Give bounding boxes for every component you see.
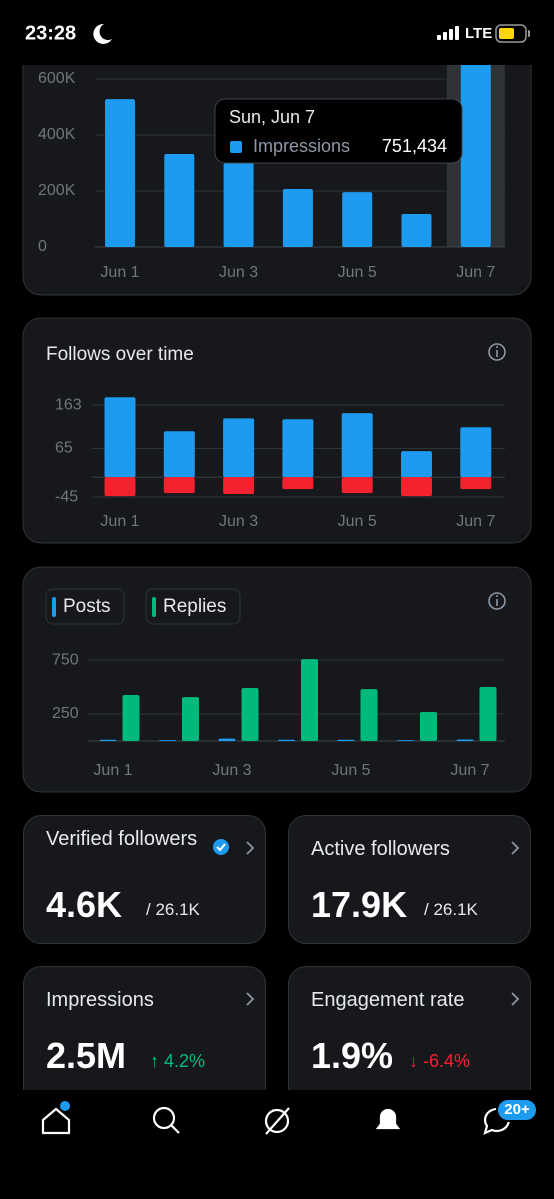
info-icon[interactable] [488,343,506,361]
chart-title: Follows over time [46,344,194,365]
verified-badge [213,839,229,855]
stat-value: 17.9K [311,884,408,925]
chevron [511,992,520,1006]
stat-title: Verified followers [46,828,198,850]
tooltip-value: 751,434 [382,136,447,156]
bar [342,192,373,247]
bar [223,477,255,494]
bar [218,738,236,741]
bar [456,739,474,741]
x-tick-label: Jun 7 [456,264,495,281]
bar [282,189,313,247]
chart: -45 65 163 Jun 1 Jun 3 Jun 5 Jun 7 [55,396,505,530]
y-tick-label: 400K [38,126,76,143]
bar [223,418,255,478]
x-tick-label: Jun 5 [331,762,370,779]
x-tick-label: Jun 5 [338,264,377,281]
tooltip: Sun, Jun 7 Impressions 751,434 [214,98,463,164]
bar [241,687,259,741]
x-tick-label: Jun 1 [100,513,139,530]
legend-label: Posts [63,596,111,617]
bar [401,451,432,478]
y-tick-label: 600K [38,70,76,87]
bar [278,739,295,741]
stat-title: Active followers [311,838,450,860]
stat-card[interactable]: Verified followers 4.6K / 26.1K [23,815,266,944]
stat-card[interactable]: Active followers 17.9K / 26.1K [288,815,531,944]
tooltip-title: Sun, Jun 7 [229,107,315,127]
bar [223,163,254,247]
bar [360,689,378,741]
bar [122,695,140,741]
stat-change: ↓ -6.4% [409,1051,471,1071]
stat-card[interactable]: Engagement rate 1.9% ↓ -6.4% [288,966,531,1106]
chart: 250 750 Jun 1 Jun 3 Jun 5 Jun 7 [52,651,505,779]
stat-title: Impressions [46,989,154,1011]
bar [99,739,117,741]
bar [341,413,373,478]
y-tick-label: 0 [38,238,47,255]
chevron [511,841,520,855]
legend-label: Replies [163,596,226,617]
stat-total: / 26.1K [146,900,200,919]
stat-value: 4.6K [46,884,123,925]
bar [282,419,314,478]
bar [460,477,492,490]
bar [182,697,199,741]
bar [337,739,355,741]
x-tick-label: Jun 3 [212,762,251,779]
bar [163,477,195,494]
stat-value: 1.9% [311,1035,394,1076]
chevron [246,992,255,1006]
info-icon[interactable] [488,592,506,610]
bar [420,711,437,741]
tooltip-box [214,98,463,164]
bar [479,687,497,741]
x-tick-label: Jun 1 [93,762,132,779]
x-tick-label: Jun 3 [219,513,258,530]
tooltip-series: Impressions [253,136,350,156]
bar [159,740,176,741]
legend-chip[interactable]: Posts [45,588,125,625]
y-tick-label: 163 [55,396,82,413]
bar [397,740,414,741]
stat-change: ↑ 4.2% [150,1051,206,1071]
chevron [246,841,255,855]
y-tick-label: -45 [55,488,78,505]
stat-card[interactable]: Impressions 2.5M ↑ 4.2% [23,966,266,1106]
y-tick-label: 750 [52,651,79,668]
chart: 0 200K 400K 600K Jun 1 Jun 3 Jun 5 Jun 7 [38,65,505,281]
x-tick-label: Jun 5 [338,513,377,530]
tooltip-swatch [230,141,242,153]
bar [460,427,492,478]
x-tick-label: Jun 1 [100,264,139,281]
bar [301,659,318,741]
bar [104,397,136,478]
stat-value: 2.5M [46,1035,127,1076]
bar [104,477,136,497]
y-tick-label: 200K [38,182,76,199]
stat-title: Engagement rate [311,989,465,1011]
legend-chip[interactable]: Replies [145,588,241,625]
x-tick-label: Jun 7 [456,513,495,530]
bar [401,477,432,497]
x-tick-label: Jun 7 [450,762,489,779]
bar [164,154,195,247]
bar [341,477,373,494]
y-tick-label: 250 [52,705,79,722]
bar [401,213,432,247]
stat-total: / 26.1K [424,900,478,919]
x-tick-label: Jun 3 [219,264,258,281]
bar [282,477,314,490]
bar [460,65,491,247]
y-tick-label: 65 [55,440,73,457]
bar [105,99,135,247]
bar [163,431,195,478]
